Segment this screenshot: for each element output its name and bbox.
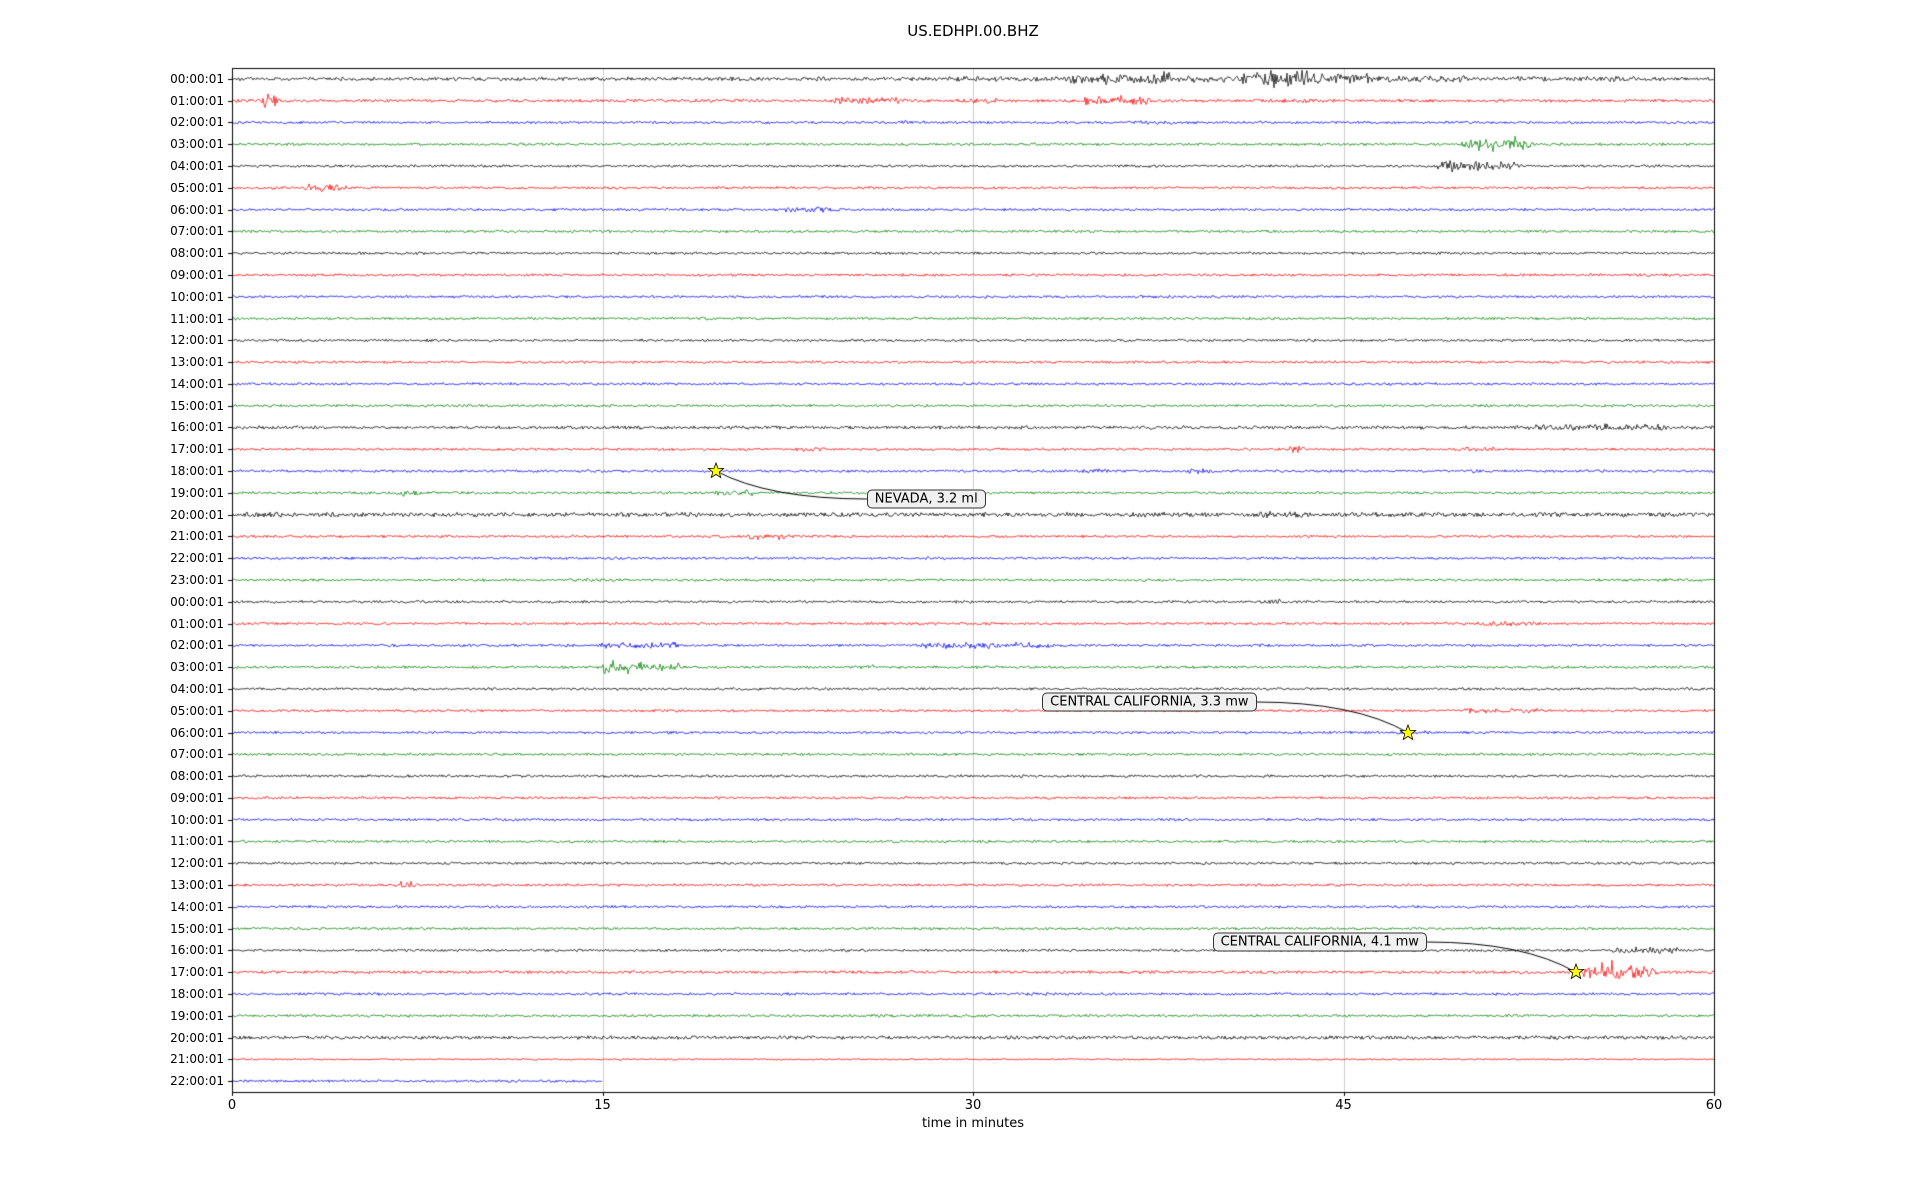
row-time-label: 01:00:01 (170, 616, 224, 631)
row-time-label: 10:00:01 (170, 289, 224, 304)
x-axis-label: time in minutes (921, 1116, 1025, 1131)
row-time-label: 03:00:01 (170, 137, 224, 152)
event-annotation: CENTRAL CALIFORNIA, 4.1 mw (1212, 932, 1427, 952)
x-axis-tick-label: 0 (227, 1098, 237, 1113)
event-star-icon (1566, 963, 1585, 981)
row-time-label: 02:00:01 (170, 638, 224, 653)
row-time-label: 20:00:01 (170, 1030, 224, 1045)
row-time-label: 06:00:01 (170, 202, 224, 217)
row-time-label: 04:00:01 (170, 681, 224, 696)
row-time-label: 21:00:01 (170, 529, 224, 544)
row-time-label: 05:00:01 (170, 703, 224, 718)
row-time-label: 17:00:01 (170, 442, 224, 457)
row-time-label: 13:00:01 (170, 355, 224, 370)
row-time-label: 04:00:01 (170, 159, 224, 174)
event-star-icon (707, 461, 725, 480)
row-time-label: 11:00:01 (170, 311, 224, 326)
row-time-label: 19:00:01 (170, 1008, 224, 1023)
row-time-label: 16:00:01 (170, 420, 224, 435)
row-time-label: 11:00:01 (170, 834, 224, 849)
row-time-label: 07:00:01 (170, 747, 224, 762)
row-time-label: 21:00:01 (170, 1052, 224, 1067)
row-time-label: 12:00:01 (170, 856, 224, 871)
event-annotation: NEVADA, 3.2 ml (866, 489, 986, 509)
row-time-label: 00:00:01 (170, 594, 224, 609)
x-axis-tick-label: 30 (964, 1098, 982, 1113)
row-time-label: 02:00:01 (170, 115, 224, 130)
x-axis-tick-label: 60 (1705, 1098, 1723, 1113)
row-time-label: 12:00:01 (170, 333, 224, 348)
row-time-label: 00:00:01 (170, 71, 224, 86)
row-time-label: 08:00:01 (170, 769, 224, 784)
row-time-label: 22:00:01 (170, 551, 224, 566)
event-star-icon (1399, 723, 1417, 742)
row-time-label: 23:00:01 (170, 573, 224, 587)
row-time-label: 10:00:01 (170, 812, 224, 827)
row-time-label: 22:00:01 (170, 1074, 224, 1089)
row-time-label: 01:00:01 (170, 93, 224, 108)
row-time-label: 16:00:01 (170, 943, 224, 958)
row-time-label: 05:00:01 (170, 180, 224, 195)
row-time-label: 07:00:01 (170, 224, 224, 239)
event-annotation: CENTRAL CALIFORNIA, 3.3 mw (1042, 692, 1257, 712)
row-time-label: 09:00:01 (170, 267, 224, 282)
x-axis-tick-label: 45 (1335, 1098, 1352, 1113)
row-time-label: 19:00:01 (170, 485, 224, 500)
row-time-label: 17:00:01 (170, 965, 224, 980)
row-time-label: 18:00:01 (170, 464, 224, 479)
row-time-label: 18:00:01 (170, 986, 224, 1001)
row-time-label: 08:00:01 (170, 246, 224, 261)
row-time-label: 06:00:01 (170, 725, 224, 740)
row-time-label: 09:00:01 (170, 790, 224, 805)
x-axis-tick-label: 15 (594, 1098, 611, 1113)
row-time-label: 13:00:01 (170, 878, 224, 893)
plot-title: US.EDHPI.00.BHZ (907, 22, 1039, 40)
row-time-label: 15:00:01 (170, 921, 224, 936)
row-time-label: 20:00:01 (170, 507, 224, 522)
row-time-label: 15:00:01 (170, 398, 224, 413)
row-time-label: 14:00:01 (170, 376, 224, 391)
row-time-label: 14:00:01 (170, 899, 224, 914)
row-time-label: 03:00:01 (170, 660, 224, 675)
